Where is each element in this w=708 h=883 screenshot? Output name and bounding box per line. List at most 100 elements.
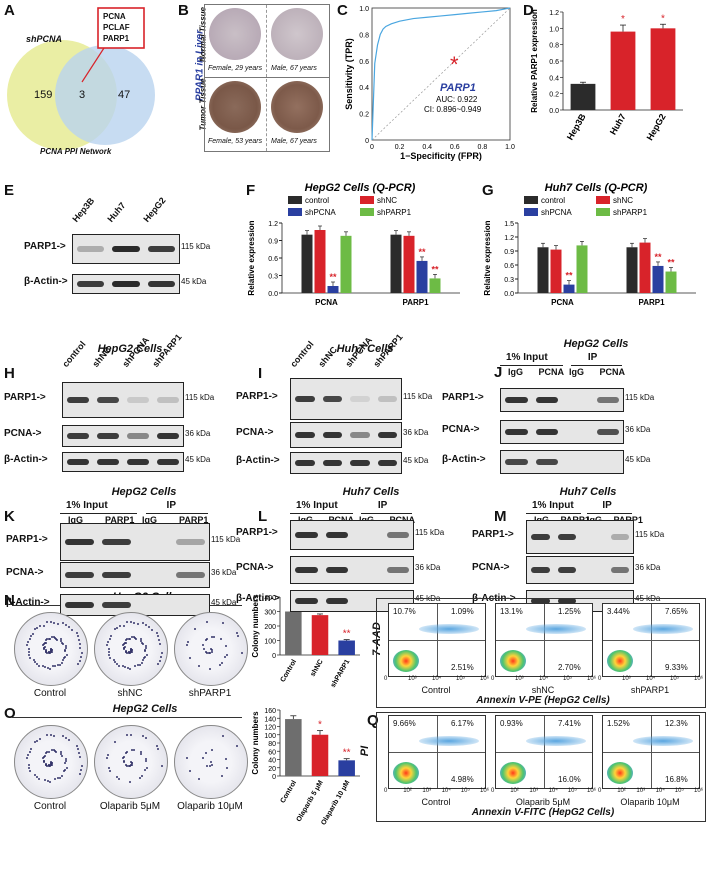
colony xyxy=(52,664,55,667)
lane-label: PARP1 xyxy=(179,515,209,525)
blot-title: Huh7 Cells xyxy=(336,343,394,355)
kda-marker: 36 kDa xyxy=(415,563,441,572)
bar xyxy=(639,242,651,293)
colony xyxy=(117,665,120,668)
colony xyxy=(46,621,49,624)
blot-strip xyxy=(60,523,210,561)
colony xyxy=(224,655,227,658)
colony-dish xyxy=(94,725,168,799)
kda-marker: 115 kDa xyxy=(185,393,215,402)
roc-xtick: 0.8 xyxy=(478,144,488,151)
flow-xtick: 10⁴ xyxy=(441,788,451,794)
colony xyxy=(125,765,128,768)
blot-band xyxy=(65,572,94,578)
colony xyxy=(55,751,58,754)
bar xyxy=(403,235,415,293)
input-label: 1% Input xyxy=(532,500,574,511)
colony xyxy=(112,658,115,661)
roc-gene: PARP1 xyxy=(440,82,476,94)
roc-xtick: 0 xyxy=(370,144,374,151)
colony xyxy=(225,766,228,769)
blot-strip xyxy=(72,234,180,264)
colony xyxy=(37,665,40,668)
roc-frame xyxy=(371,7,511,141)
bar-chart-f: HepG2 Cells (Q-PCR) control shNC shPCNA shPA… xyxy=(247,182,460,307)
blot-strip xyxy=(500,388,624,412)
colony xyxy=(107,753,110,756)
colony xyxy=(36,739,39,742)
flow-xtick: 10³ xyxy=(515,676,524,682)
y-tick-label: 0.0 xyxy=(504,291,514,298)
colony xyxy=(61,641,64,644)
blot-strip xyxy=(500,420,624,444)
legend-label: control xyxy=(541,196,565,205)
colony xyxy=(144,644,147,647)
panel-n-label: N xyxy=(4,592,15,609)
flow-xtick: 0 xyxy=(384,676,388,682)
colony xyxy=(143,650,146,653)
colony xyxy=(39,625,42,628)
colony xyxy=(109,769,111,772)
row-label: PARP1-> xyxy=(442,392,484,403)
colony xyxy=(127,638,130,641)
y-tick-label: 0.6 xyxy=(504,263,514,270)
colony xyxy=(33,741,36,744)
y-tick-label: 1.2 xyxy=(268,221,278,228)
blot-band xyxy=(610,534,629,540)
blot-band xyxy=(67,459,89,465)
colony xyxy=(126,638,129,641)
significance-star: * xyxy=(621,14,625,25)
y-tick-label: 80 xyxy=(268,741,276,748)
roc-ytick: 0.6 xyxy=(359,59,369,66)
flow-xtick: 10⁵ xyxy=(567,788,577,794)
y-tick-label: 300 xyxy=(264,610,276,617)
bar xyxy=(390,234,402,293)
colony xyxy=(130,761,133,764)
legend-label: shPCNA xyxy=(541,208,572,217)
colony xyxy=(77,635,80,638)
flow-xtick: 10⁴ xyxy=(539,676,549,682)
colony xyxy=(45,649,48,652)
colony xyxy=(157,635,160,638)
row-label: PCNA-> xyxy=(236,427,274,438)
colony xyxy=(134,664,137,667)
colony xyxy=(63,770,66,773)
colony xyxy=(45,751,48,754)
blot-band xyxy=(97,433,119,439)
colony xyxy=(130,763,133,766)
y-axis-label: Relative PARP1 expression xyxy=(530,9,539,113)
colony xyxy=(211,748,214,751)
blot-band xyxy=(127,397,149,403)
blot-band xyxy=(97,397,119,403)
colony xyxy=(49,638,52,641)
kda-marker: 115 kDa xyxy=(181,242,211,251)
y-tick-label: 0 xyxy=(272,774,276,781)
colony xyxy=(122,624,125,627)
quadrant-lr-value: 16.8% xyxy=(665,775,688,784)
kda-marker: 36 kDa xyxy=(211,568,237,577)
roc-auc: AUC: 0.922 xyxy=(436,95,478,104)
colony xyxy=(115,663,118,666)
significance-star: * xyxy=(318,720,322,731)
y-tick-label: 1.2 xyxy=(504,235,514,242)
y-tick-label: 40 xyxy=(268,758,276,765)
flow-density xyxy=(500,650,526,672)
bar xyxy=(576,245,588,293)
colony xyxy=(209,667,212,670)
colony xyxy=(140,753,143,755)
kda-marker: 115 kDa xyxy=(211,535,241,544)
blot-strip xyxy=(62,452,184,472)
colony xyxy=(130,621,132,624)
chart-title: Huh7 Cells (Q-PCR) xyxy=(545,182,648,194)
colony xyxy=(221,662,224,665)
colony-dish xyxy=(14,612,88,686)
colony xyxy=(34,661,37,664)
row-label: β-Actin-> xyxy=(236,593,280,604)
colony xyxy=(77,748,80,751)
row-label: PARP1-> xyxy=(6,534,48,545)
colony xyxy=(28,653,31,656)
colony xyxy=(155,744,158,747)
flow-frame-p xyxy=(376,598,706,708)
colony xyxy=(218,663,221,666)
category-label: HepG2 xyxy=(645,112,668,142)
